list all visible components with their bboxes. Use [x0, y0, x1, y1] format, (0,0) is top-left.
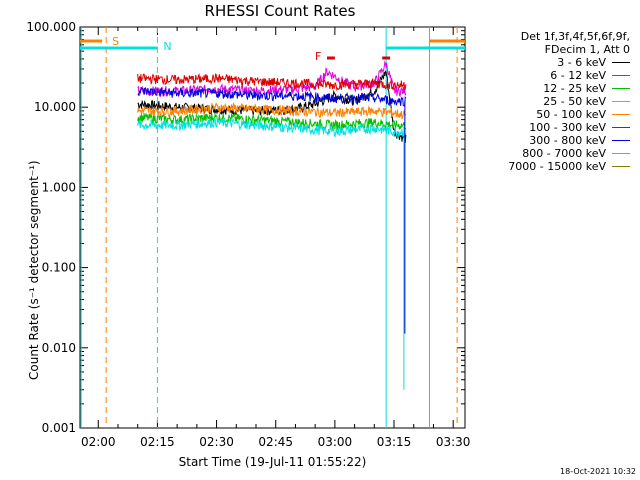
legend-entry-label: 300 - 800 keV — [529, 134, 606, 147]
legend-entry-label: 100 - 300 keV — [529, 121, 606, 134]
x-tick-label: 02:15 — [140, 435, 175, 449]
y-tick-label: 0.001 — [42, 421, 76, 435]
y-tick-label: 1.000 — [42, 180, 76, 194]
legend-swatch — [612, 127, 630, 128]
legend: Det 1f,3f,4f,5f,6f,9f, FDecim 1, Att 0 3… — [484, 30, 638, 173]
y-tick-label: 10.000 — [34, 100, 76, 114]
legend-entry: 6 - 12 keV — [484, 69, 638, 82]
legend-swatch — [612, 88, 630, 89]
legend-swatch — [612, 166, 630, 167]
series-line-6 — [137, 86, 407, 107]
plot-frame — [79, 26, 466, 429]
legend-entry-label: 12 - 25 keV — [543, 82, 606, 95]
legend-swatch — [612, 101, 630, 102]
y-tick-label: 100.000 — [26, 20, 76, 34]
legend-entry: 25 - 50 keV — [484, 95, 638, 108]
series-line-4 — [137, 102, 407, 120]
x-tick-label: 03:00 — [318, 435, 353, 449]
legend-entry: 50 - 100 keV — [484, 108, 638, 121]
legend-entry: 12 - 25 keV — [484, 82, 638, 95]
legend-entry-label: 6 - 12 keV — [550, 69, 606, 82]
x-tick-label: 03:30 — [436, 435, 471, 449]
legend-entry-label: 25 - 50 keV — [543, 95, 606, 108]
series-line-3 — [137, 117, 407, 138]
x-tick-label: 03:15 — [377, 435, 412, 449]
legend-entry: 3 - 6 keV — [484, 56, 638, 69]
legend-header-line-2: FDecim 1, Att 0 — [544, 43, 630, 56]
x-tick-label: 02:45 — [258, 435, 293, 449]
chart-title: RHESSI Count Rates — [204, 2, 356, 20]
annotation-f: F — [315, 50, 321, 63]
legend-swatch — [612, 75, 630, 76]
annotation-n: N — [163, 40, 171, 53]
legend-header-line-1: Det 1f,3f,4f,5f,6f,9f, — [520, 30, 630, 43]
legend-swatch — [612, 140, 630, 141]
legend-entry-label: 800 - 7000 keV — [522, 147, 606, 160]
legend-swatch — [612, 153, 630, 154]
legend-entry: 300 - 800 keV — [484, 134, 638, 147]
legend-entry: 7000 - 15000 keV — [484, 160, 638, 173]
x-tick-label: 02:30 — [199, 435, 234, 449]
series-line-1 — [137, 60, 407, 98]
series-line-0 — [137, 70, 407, 144]
x-axis-label: Start Time (19-Jul-11 01:55:22) — [178, 455, 367, 469]
y-tick-label: 0.100 — [42, 261, 76, 275]
x-tick-label: 02:00 — [81, 435, 116, 449]
legend-entry-label: 7000 - 15000 keV — [508, 160, 606, 173]
legend-swatch — [612, 114, 630, 115]
legend-entry-label: 50 - 100 keV — [536, 108, 606, 121]
legend-entry-label: 3 - 6 keV — [557, 56, 606, 69]
legend-entry: 800 - 7000 keV — [484, 147, 638, 160]
timestamp-footer: 18-Oct-2021 10:32 — [560, 467, 636, 476]
legend-swatch — [612, 62, 630, 63]
annotation-s: S — [112, 35, 119, 48]
y-tick-label: 0.010 — [42, 341, 76, 355]
series-line-5 — [137, 72, 407, 92]
legend-entry: 100 - 300 keV — [484, 121, 638, 134]
